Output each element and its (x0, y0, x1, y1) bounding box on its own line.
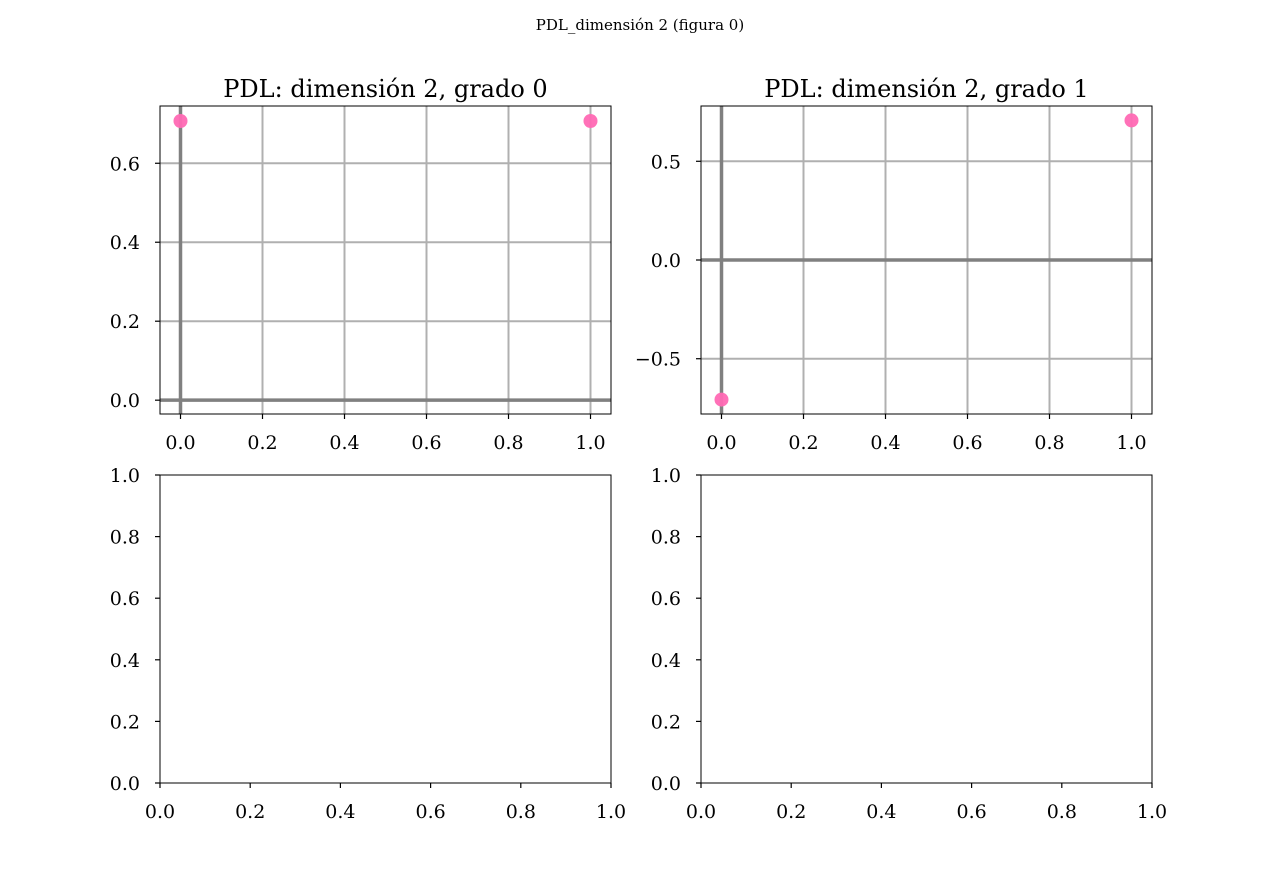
x-tick-label: 0.6 (956, 801, 986, 823)
x-tick-label: 1.0 (1137, 801, 1167, 823)
x-tick-label: 0.4 (329, 432, 359, 454)
subplot-title: PDL: dimensión 2, grado 0 (223, 75, 547, 103)
x-tick-label: 0.4 (866, 801, 896, 823)
y-tick-label: 1.0 (110, 465, 140, 487)
subplot-bottom-right: 0.0 0.2 0.4 0.6 0.8 1.0 0.0 0.2 0.4 0.6 0.8 1.0 (651, 465, 1167, 823)
y-tick-label: 1.0 (651, 465, 681, 487)
x-tick-label: 0.0 (686, 801, 716, 823)
y-tick-label: 0.5 (651, 151, 681, 173)
y-tick-label: 0.8 (651, 527, 681, 549)
y-tick-label: 0.2 (110, 711, 140, 733)
data-point (714, 392, 729, 407)
x-tick-label: 0.2 (788, 432, 818, 454)
x-tick-label: 0.0 (165, 432, 195, 454)
figure-suptitle: PDL_dimensión 2 (figura 0) (536, 16, 744, 34)
y-tick-label: 0.6 (651, 588, 681, 610)
y-tick-label: 0.2 (110, 311, 140, 333)
y-tick-label: 0.6 (110, 153, 140, 175)
plot-area (701, 106, 1152, 414)
x-tick-label: 0.8 (1047, 801, 1077, 823)
y-tick-label: 0.8 (110, 527, 140, 549)
axes-frame (159, 105, 612, 415)
subplot-top-left: PDL: dimensión 2, grado 0 0.0 0.2 0.4 0.6 0.… (110, 75, 612, 454)
x-tick-label: 0.6 (952, 432, 982, 454)
y-tick-label: 0.0 (110, 390, 140, 412)
x-tick-label: 0.2 (247, 432, 277, 454)
subplot-title: PDL: dimensión 2, grado 1 (764, 75, 1088, 103)
x-tick-label: 1.0 (596, 801, 626, 823)
x-tick-label: 0.0 (145, 801, 175, 823)
y-tick-label: 0.0 (110, 773, 140, 795)
x-tick-label: 0.2 (776, 801, 806, 823)
x-tick-label: 0.2 (235, 801, 265, 823)
x-tick-label: 0.4 (870, 432, 900, 454)
plot-area (160, 106, 611, 414)
axes-frame (159, 474, 612, 784)
x-tick-label: 0.4 (325, 801, 355, 823)
data-point (583, 114, 598, 129)
y-tick-label: 0.4 (110, 650, 140, 672)
subplot-bottom-left: 0.0 0.2 0.4 0.6 0.8 1.0 0.0 0.2 0.4 0.6 0.8 1.0 (110, 465, 626, 823)
x-tick-label: 0.8 (506, 801, 536, 823)
y-tick-label: 0.4 (651, 650, 681, 672)
x-tick-label: 0.8 (493, 432, 523, 454)
y-tick-label: 0.0 (651, 250, 681, 272)
x-tick-label: 1.0 (1116, 432, 1146, 454)
y-tick-label: 0.4 (110, 232, 140, 254)
x-tick-label: 0.0 (706, 432, 736, 454)
x-tick-label: 1.0 (575, 432, 605, 454)
x-tick-label: 0.8 (1034, 432, 1064, 454)
x-tick-label: 0.6 (411, 432, 441, 454)
subplot-top-right: PDL: dimensión 2, grado 1 0.0 0.2 0.4 0.6 0.… (635, 75, 1153, 454)
y-tick-label: −0.5 (635, 349, 681, 371)
x-tick-label: 0.6 (415, 801, 445, 823)
y-tick-label: 0.6 (110, 588, 140, 610)
data-point (173, 114, 188, 129)
data-point (1124, 113, 1139, 128)
y-tick-label: 0.0 (651, 773, 681, 795)
y-tick-label: 0.2 (651, 711, 681, 733)
axes-frame (700, 474, 1153, 784)
